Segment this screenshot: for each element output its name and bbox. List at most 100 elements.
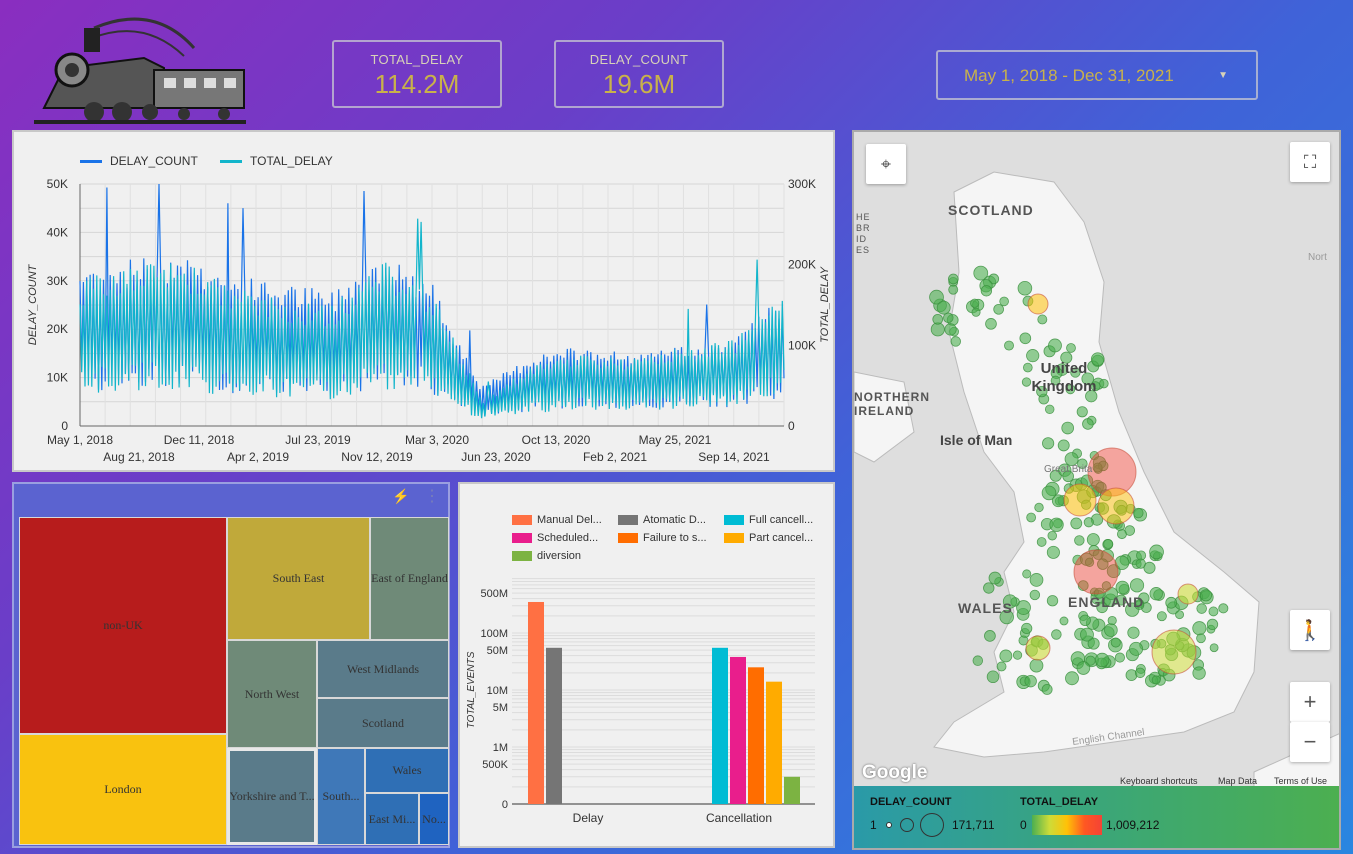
treemap-cell[interactable]: North West [227,640,317,748]
lightning-icon[interactable]: ⚡ [392,488,410,504]
map-point [1046,545,1060,559]
bar-legend-item[interactable]: Scheduled... [512,532,598,544]
map-point [1084,557,1095,567]
map-point [1085,390,1098,403]
map-point [1196,603,1207,614]
kpi-total-delay: TOTAL_DELAY 114.2M [332,40,502,108]
treemap-cell[interactable]: Yorkshire and T... [227,748,317,845]
keyboard-shortcuts-link[interactable]: Keyboard shortcuts [1120,776,1198,786]
y-right-tick-label: 200K [788,258,816,272]
map-bubble [1073,549,1119,595]
size-legend-max: 171,711 [952,818,995,832]
pegman-icon[interactable]: 🚶 [1290,610,1330,650]
map-point [1094,652,1110,668]
date-range-picker[interactable]: May 1, 2018 - Dec 31, 2021 ▼ [936,50,1258,100]
map-label-northern-ireland: NORTHERN IRELAND [854,390,930,418]
bar-legend-item[interactable]: Part cancel... [724,532,813,544]
uk-map[interactable] [854,132,1341,790]
size-legend-title: DELAY_COUNT [870,796,952,808]
map-point [1036,385,1048,398]
bar-legend-item[interactable]: Manual Del... [512,514,602,526]
bar-legend-item[interactable]: Atomatic D... [618,514,706,526]
chevron-down-icon[interactable]: ▼ [1218,70,1228,81]
y-left-tick-label: 20K [47,322,68,336]
map-point [1149,587,1163,601]
map-point [1134,600,1145,611]
map-label-wales: WALES [958,600,1013,616]
map-point [930,322,945,337]
map-point [1047,530,1057,541]
map-point [1026,512,1037,523]
map-point [1065,384,1076,395]
map-point [985,318,997,330]
map-point [1019,332,1032,345]
map-point [984,630,996,642]
map-label-scotland: SCOTLAND [948,202,1034,218]
map-label-isle-of-man: Isle of Man [940,432,1013,448]
treemap-panel: ⚡ ⋮ non-UK South East East of England Londo… [12,482,450,848]
bar-1-5 [766,681,782,804]
map-point [1074,535,1085,546]
map-point [1080,627,1094,642]
x-tick-label: Mar 3, 2020 [405,433,469,447]
legend-swatch [724,515,744,526]
map-point [1049,517,1064,532]
treemap-cell[interactable]: West Midlands [317,640,449,698]
bar-0-0 [528,601,544,804]
fullscreen-icon[interactable]: ⛶ [1290,142,1330,182]
map-point [1097,558,1109,570]
map-point [1218,603,1229,614]
legend-swatch [512,533,532,544]
y-left-tick-label: 30K [47,274,68,288]
map-point [1085,655,1096,666]
bar-legend-item[interactable]: diversion [512,550,581,562]
map-point [1041,683,1053,695]
map-point [1149,544,1164,560]
legend-label: Failure to s... [643,532,707,544]
map-label-north: Nort [1308,252,1327,263]
map-point [936,300,951,315]
legend-label: Full cancell... [749,514,814,526]
ireland-land [854,371,915,463]
date-range-value: May 1, 2018 - Dec 31, 2021 [964,66,1174,85]
treemap-cell[interactable]: South... [317,748,365,845]
x-tick-label: Jun 23, 2020 [461,450,531,464]
map-bubble [1151,629,1197,675]
treemap-cell[interactable]: Wales [365,748,449,793]
size-circle-large [920,813,944,837]
map-point [1057,439,1070,452]
map-point [1116,529,1127,540]
map-point [1156,611,1167,622]
map-bubble [1025,635,1051,661]
treemap-cell[interactable]: No... [419,793,449,845]
map-point [948,284,959,295]
treemap-cell[interactable]: non-UK [19,517,227,734]
zoom-out-button[interactable]: − [1290,722,1330,762]
zoom-in-button[interactable]: + [1290,682,1330,722]
locate-icon[interactable]: ⌖ [866,144,906,184]
map-point [1114,652,1125,663]
map-point [1083,517,1094,528]
more-vert-icon[interactable]: ⋮ [424,488,440,505]
terms-link[interactable]: Terms of Use [1274,776,1328,786]
map-point [1208,606,1219,617]
treemap-cell[interactable]: East of England [370,517,449,640]
legend-total-delay[interactable]: TOTAL_DELAY [220,154,333,168]
treemap-cell[interactable]: Scotland [317,698,449,748]
treemap-cell[interactable]: South East [227,517,370,640]
y-left-tick-label: 40K [47,225,68,239]
treemap-cell[interactable]: East Mi... [365,793,419,845]
map-point [1107,615,1117,626]
map-point [1199,589,1213,602]
treemap: non-UK South East East of England London Nor… [19,517,449,845]
treemap-cell[interactable]: London [19,734,227,845]
legend-delay-count[interactable]: DELAY_COUNT [80,154,198,168]
map-label-hebrides: HEBRIDES [856,212,871,255]
map-point [1016,600,1031,615]
map-data-link[interactable]: Map Data [1218,776,1258,786]
bar-legend-item[interactable]: Full cancell... [724,514,813,526]
map-point [1012,650,1023,660]
bar-legend-item[interactable]: Failure to s... [618,532,707,544]
map-point [1017,280,1033,296]
